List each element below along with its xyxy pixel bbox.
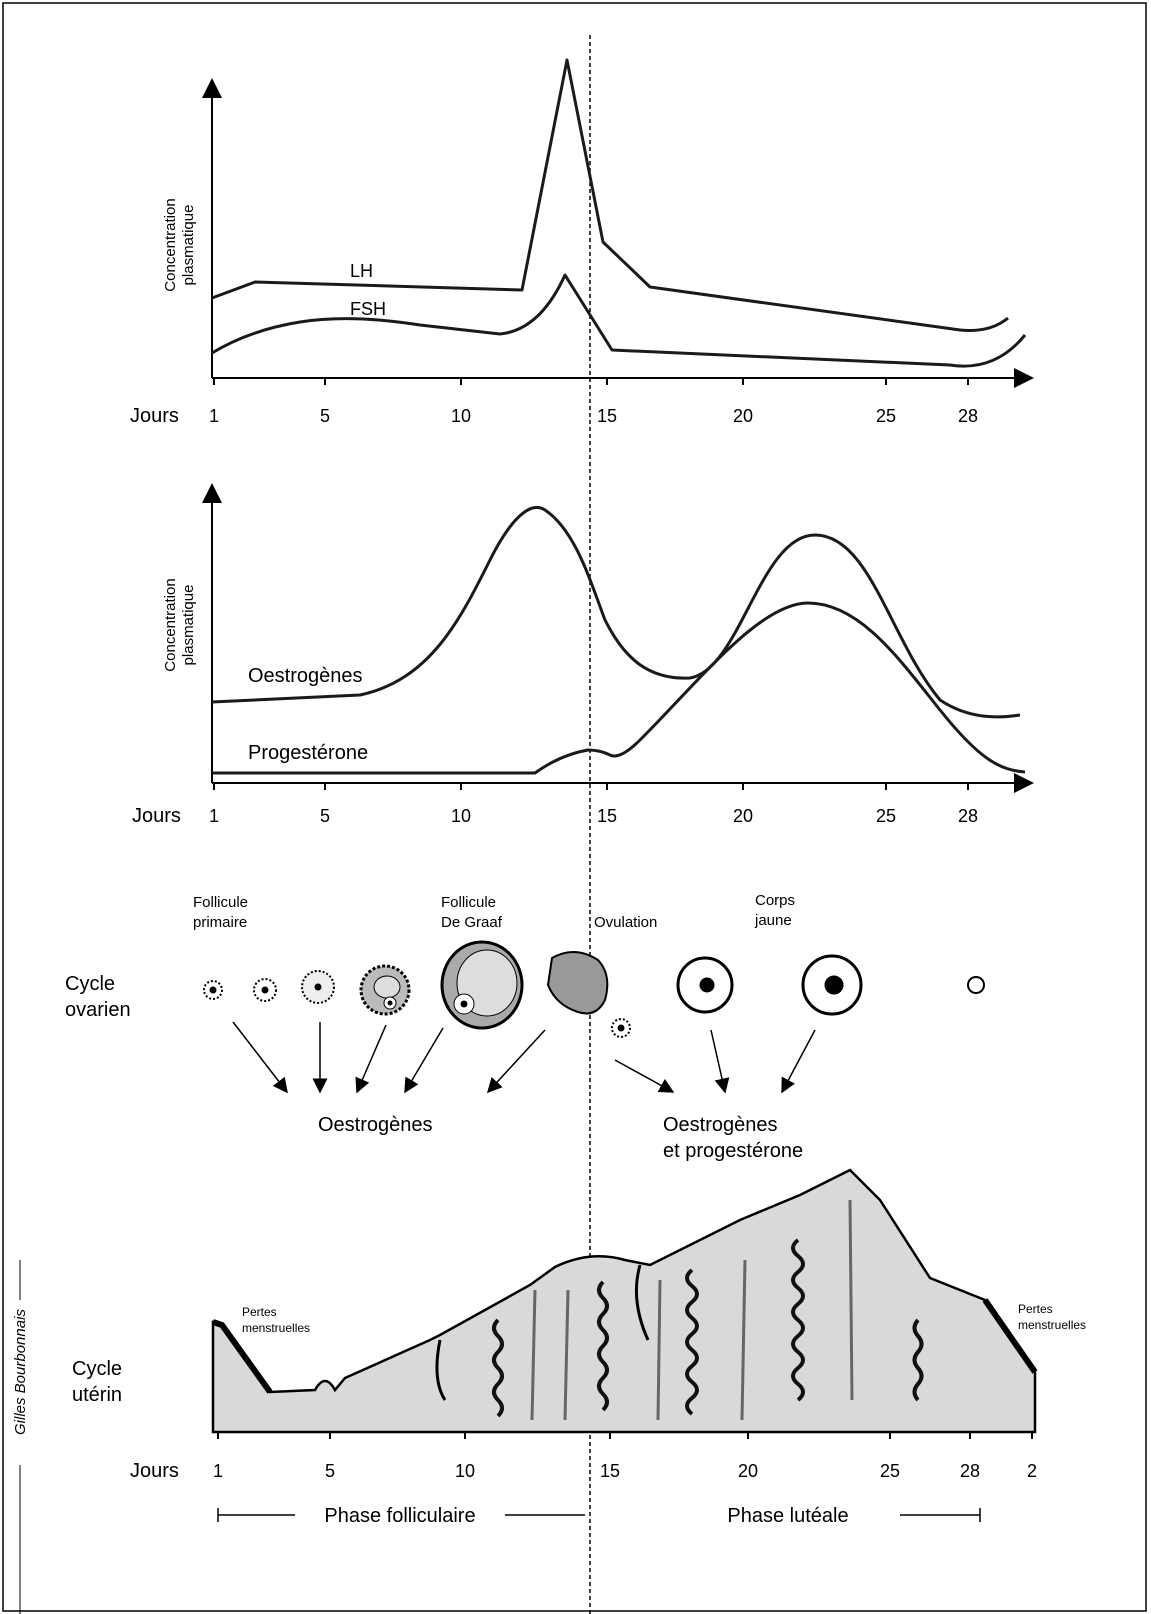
x-tick-label: 10: [451, 806, 471, 826]
x-label: Jours: [130, 405, 179, 427]
x-label: Jours: [132, 805, 181, 827]
stage-label: De Graaf: [441, 914, 503, 931]
stage-label: primaire: [193, 914, 247, 931]
x-tick-label: 28: [958, 806, 978, 826]
endometrium: [213, 1170, 1035, 1432]
stage-label: Ovulation: [594, 914, 657, 931]
stage-label: Follicule: [193, 894, 248, 911]
x-tick-label: 28: [958, 406, 978, 426]
menstruation-label: Pertes: [242, 1305, 277, 1319]
y-label: Concentration plasmatique: [162, 578, 197, 671]
x-tick-label: 15: [597, 806, 617, 826]
stage-label: Corps: [755, 892, 795, 909]
x-tick-label: 1: [213, 1461, 223, 1481]
lh-curve: [212, 60, 1008, 331]
lh-label: LH: [350, 261, 373, 281]
uterine-title: utérin: [72, 1384, 122, 1406]
x-tick-label: 20: [733, 806, 753, 826]
menstruation-label: menstruelles: [242, 1321, 310, 1335]
credit: Gilles Bourbonnais: [12, 1309, 29, 1435]
y-label-line: plasmatique: [180, 205, 197, 286]
y-label-line: plasmatique: [180, 585, 197, 666]
phase-label: Phase lutéale: [727, 1505, 848, 1527]
y-label-line: Concentration: [162, 198, 179, 291]
menstruation-label: menstruelles: [1018, 1318, 1086, 1332]
y-label-line: Concentration: [162, 578, 179, 671]
uterine-title: Cycle: [72, 1358, 122, 1380]
output-label: Oestrogènes: [318, 1114, 433, 1136]
x-tick-label: 5: [320, 806, 330, 826]
x-tick-label: 20: [738, 1461, 758, 1481]
x-tick-label: 15: [600, 1461, 620, 1481]
ovarian-title: Cycle: [65, 973, 115, 995]
x-tick-label: 1: [209, 806, 219, 826]
fsh-curve: [212, 275, 1025, 366]
fsh-label: FSH: [350, 299, 386, 319]
arrows: [233, 1022, 815, 1092]
x-tick-label: 1: [209, 406, 219, 426]
x-tick-label: 15: [597, 406, 617, 426]
follicles: [204, 942, 984, 1037]
x-tick-label: 10: [455, 1461, 475, 1481]
progesterone-label: Progestérone: [248, 742, 368, 764]
x-tick-label: 5: [325, 1461, 335, 1481]
ovarian-title: ovarien: [65, 999, 131, 1021]
menstruation-label: Pertes: [1018, 1302, 1053, 1316]
x-tick-label: 25: [880, 1461, 900, 1481]
x-tick-label: 25: [876, 406, 896, 426]
x-tick-label: 5: [320, 406, 330, 426]
stage-label: Follicule: [441, 894, 496, 911]
phase-label: Phase folliculaire: [324, 1505, 475, 1527]
x-tick-label: 25: [876, 806, 896, 826]
x-label: Jours: [130, 1460, 179, 1482]
output-label: et progestérone: [663, 1140, 803, 1162]
x-tick-label: 10: [451, 406, 471, 426]
x-tick-label: 2: [1027, 1461, 1037, 1481]
y-label: Concentration plasmatique: [162, 198, 197, 291]
x-tick-label: 20: [733, 406, 753, 426]
diagram: LH FSH Concentration plasmatique Jours 1…: [0, 0, 1151, 1614]
output-label: Oestrogènes: [663, 1114, 778, 1136]
stage-label: jaune: [754, 912, 792, 929]
x-tick-label: 28: [960, 1461, 980, 1481]
oestrogen-label: Oestrogènes: [248, 665, 363, 687]
